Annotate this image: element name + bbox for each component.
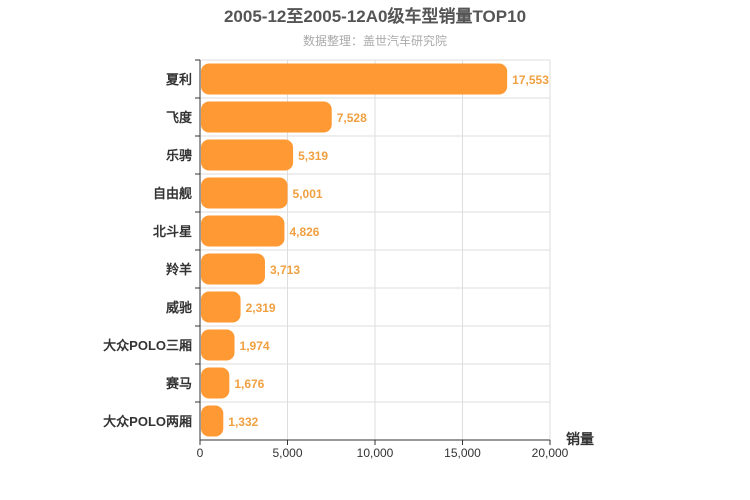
bar xyxy=(201,177,288,209)
data-label: 1,974 xyxy=(240,339,270,353)
x-tick-label: 20,000 xyxy=(532,446,569,460)
y-category-label: 北斗星 xyxy=(153,224,192,239)
data-label: 17,553 xyxy=(512,73,549,87)
data-label: 7,528 xyxy=(337,111,367,125)
bar xyxy=(201,253,265,285)
chart-subtitle: 数据整理：盖世汽车研究院 xyxy=(303,33,447,48)
y-category-label: 乐骋 xyxy=(166,148,192,163)
y-category-label: 夏利 xyxy=(165,72,192,87)
y-category-label: 飞度 xyxy=(166,110,193,125)
axis-layer: 0 5,000 10,000 15,000 20,000 夏利飞度乐骋自由舰北斗星羚羊威驰… xyxy=(103,59,569,460)
data-label: 1,332 xyxy=(228,415,258,429)
grid-layer xyxy=(200,59,551,440)
bar xyxy=(201,367,230,399)
bar xyxy=(201,405,224,437)
data-label: 5,319 xyxy=(298,149,328,163)
data-label: 2,319 xyxy=(246,301,276,315)
bar xyxy=(201,215,285,247)
x-tick-label: 5,000 xyxy=(272,446,302,460)
x-axis-title: 销量 xyxy=(566,431,594,447)
data-label: 4,826 xyxy=(289,225,319,239)
data-label: 1,676 xyxy=(234,377,264,391)
x-tick-label: 0 xyxy=(197,446,204,460)
bar xyxy=(201,101,332,133)
data-label: 5,001 xyxy=(293,187,323,201)
y-category-label: 赛马 xyxy=(165,376,192,391)
y-category-label: 自由舰 xyxy=(153,186,192,201)
x-tick-label: 10,000 xyxy=(357,446,394,460)
y-category-label: 大众POLO两厢 xyxy=(103,414,192,429)
y-category-label: 羚羊 xyxy=(166,262,192,277)
bar xyxy=(201,329,235,361)
bar xyxy=(201,139,294,171)
bar xyxy=(201,291,241,323)
x-tick-label: 15,000 xyxy=(444,446,481,460)
chart-title: 2005-12至2005-12A0级车型销量TOP10 xyxy=(224,6,526,26)
data-label: 3,713 xyxy=(270,263,300,277)
y-category-label: 威驰 xyxy=(166,300,192,315)
bar-layer: 17,553 7,528 5,319 5,001 4,826 3,713 2,319 1,97… xyxy=(201,63,549,437)
bar xyxy=(201,63,508,95)
y-category-label: 大众POLO三厢 xyxy=(103,338,192,353)
